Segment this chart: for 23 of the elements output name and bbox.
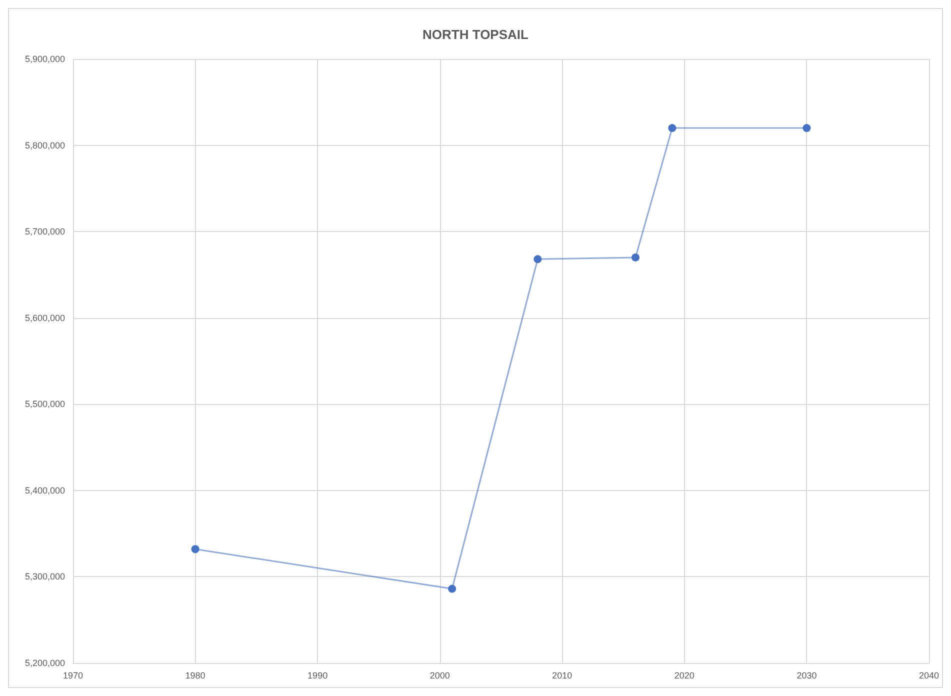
point bbox=[191, 545, 200, 554]
y-tick-label: 5,900,000 bbox=[24, 54, 65, 64]
y-tick-label: 5,800,000 bbox=[24, 140, 65, 150]
y-tick-label: 5,400,000 bbox=[24, 485, 65, 496]
point bbox=[534, 255, 542, 264]
x-tick-label: 1980 bbox=[185, 670, 206, 680]
y-tick-label: 5,200,000 bbox=[24, 658, 65, 668]
x-tick-label: 2020 bbox=[674, 670, 694, 680]
x-tick-label: 2010 bbox=[552, 670, 572, 680]
point bbox=[668, 124, 676, 132]
y-tick-label: 5,700,000 bbox=[24, 226, 65, 237]
x-tick-label: 2030 bbox=[796, 670, 817, 680]
x-tick-label: 1970 bbox=[62, 670, 84, 680]
x-tick-label: 2000 bbox=[430, 670, 450, 680]
point bbox=[632, 253, 640, 262]
point bbox=[448, 584, 456, 593]
point bbox=[802, 124, 811, 132]
x-tick-label: 1990 bbox=[308, 670, 328, 680]
y-tick-label: 5,600,000 bbox=[24, 312, 65, 323]
chart-title: NORTH TOPSAIL bbox=[422, 27, 529, 42]
y-tick-label: 5,300,000 bbox=[24, 572, 65, 582]
y-tick-label: 5,500,000 bbox=[24, 399, 65, 410]
x-tick-label: 2040 bbox=[918, 670, 940, 680]
